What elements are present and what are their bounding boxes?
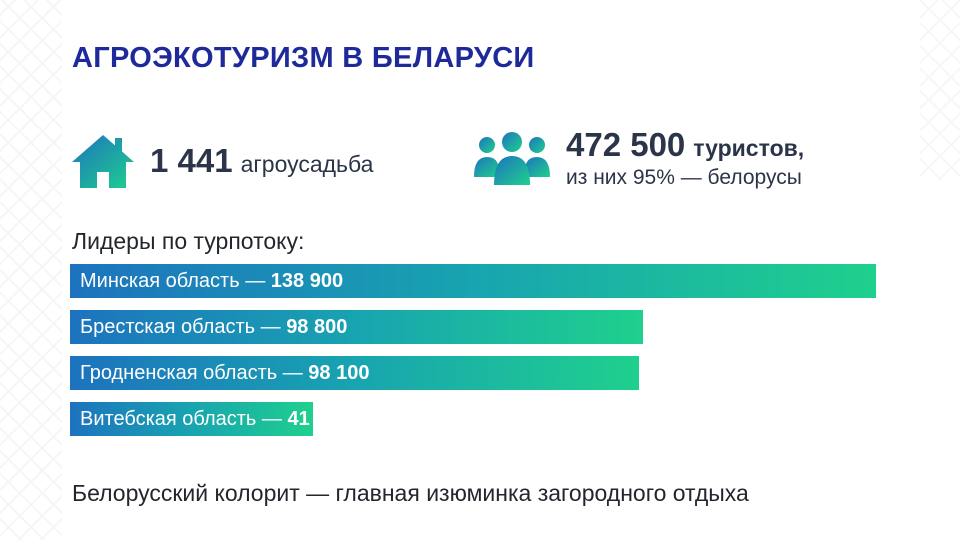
bar-separator: — — [256, 407, 288, 430]
bar-label: Минская область — [80, 269, 240, 292]
bar-1: Минская область — 138 900 — [70, 264, 876, 298]
bar-label: Гродненская область — [80, 361, 278, 384]
houses-unit: агроусадьба — [240, 151, 374, 177]
left-ornament — [0, 0, 62, 540]
stat-tourists: 472 500 туристов, из них 95% — белорусы — [472, 126, 804, 190]
bar-separator: — — [277, 361, 309, 384]
bar-value-label: 138 900 — [270, 269, 344, 292]
footer-text: Белорусский колорит — главная изюминка з… — [72, 480, 749, 506]
leaders-bar-chart: Минская область — 138 900 Брестская облас… — [70, 264, 876, 440]
bar-value-label: 98 800 — [286, 315, 348, 338]
bar-3: Гродненская область — 98 100 — [70, 356, 639, 390]
house-icon — [72, 135, 134, 188]
right-ornament — [920, 0, 960, 180]
bar-separator: — — [255, 315, 287, 338]
stat-houses: 1 441 агроусадьба — [70, 132, 373, 190]
bar-value-label: 98 100 — [308, 361, 370, 384]
people-group-icon — [474, 132, 550, 185]
bar-label: Витебская область — [80, 407, 257, 430]
houses-value: 1 441 — [150, 142, 233, 179]
chart-title: Лидеры по турпотоку: — [72, 228, 305, 254]
bar-2: Брестская область — 98 800 — [70, 310, 643, 344]
bar-value-label: 41 900 — [287, 407, 349, 430]
tourists-unit: туристов, — [693, 135, 805, 161]
bar-4: Витебская область — 41 900 — [70, 402, 349, 436]
tourists-value: 472 500 — [566, 126, 686, 163]
bar-separator: — — [239, 269, 271, 292]
bar-label: Брестская область — [80, 315, 256, 338]
page-title: АГРОЭКОТУРИЗМ В БЕЛАРУСИ — [72, 42, 535, 74]
tourists-subline: из них 95% — белорусы — [566, 166, 802, 189]
